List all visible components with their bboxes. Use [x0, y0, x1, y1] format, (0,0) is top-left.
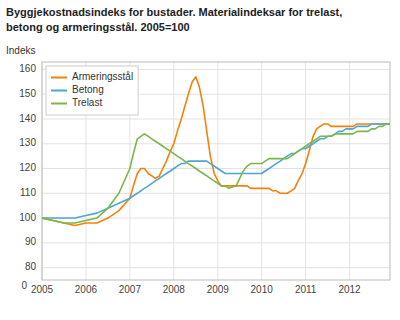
- y-axis-label: Indeks: [6, 45, 35, 56]
- line: [42, 124, 390, 218]
- grid-line: [42, 143, 390, 144]
- y-tick-label: 120: [19, 162, 36, 173]
- x-tick-label: 2012: [338, 284, 361, 295]
- grid-line: [173, 62, 174, 280]
- legend-swatch: [51, 90, 67, 92]
- legend-label: Armeringsstål: [72, 71, 133, 82]
- y-tick-label: 90: [25, 236, 37, 247]
- series-lines: [42, 77, 390, 226]
- y-tick-label: 110: [20, 187, 36, 198]
- y-tick-label: 160: [19, 63, 36, 74]
- legend-box: [46, 66, 138, 115]
- line: [42, 77, 390, 226]
- y-tick-label: 80: [25, 261, 37, 272]
- grid-line: [42, 242, 390, 243]
- legend-label: Betong: [72, 84, 104, 95]
- subtitle: betong og armeringsstål. 2005=100: [6, 21, 190, 33]
- plot-frame: [42, 62, 390, 280]
- x-tick-label: 2009: [207, 284, 230, 295]
- grid-line: [42, 118, 390, 119]
- x-tick-label: 2008: [163, 284, 186, 295]
- x-tick-label: 2011: [295, 284, 317, 295]
- x-tick-label: 2006: [75, 284, 98, 295]
- grid-line: [349, 62, 350, 280]
- title: Byggjekostnadsindeks for bustader. Mater…: [6, 6, 342, 18]
- y-tick-label: 150: [19, 88, 36, 99]
- legend-swatch: [51, 77, 67, 79]
- x-tick-label: 2005: [31, 284, 54, 295]
- legend-label: Trelast: [72, 97, 102, 108]
- grid-line: [305, 62, 306, 280]
- grid-line: [217, 62, 218, 280]
- grid-line: [261, 62, 262, 280]
- y-tick-label: 130: [19, 137, 36, 148]
- grid: [42, 62, 390, 280]
- grid-line: [42, 267, 390, 268]
- x-tick-label: 2010: [251, 284, 274, 295]
- x-tick-label: 2007: [119, 284, 142, 295]
- grid-line: [42, 193, 390, 194]
- chart: Byggjekostnadsindeks for bustader. Mater…: [0, 0, 400, 320]
- legend-swatch: [51, 103, 67, 105]
- line: [42, 124, 390, 223]
- y-tick-label: 140: [19, 113, 36, 124]
- annotation: 0: [21, 280, 27, 291]
- y-tick-label: 100: [19, 212, 36, 223]
- legend: Armeringsstål Betong Trelast: [46, 66, 138, 115]
